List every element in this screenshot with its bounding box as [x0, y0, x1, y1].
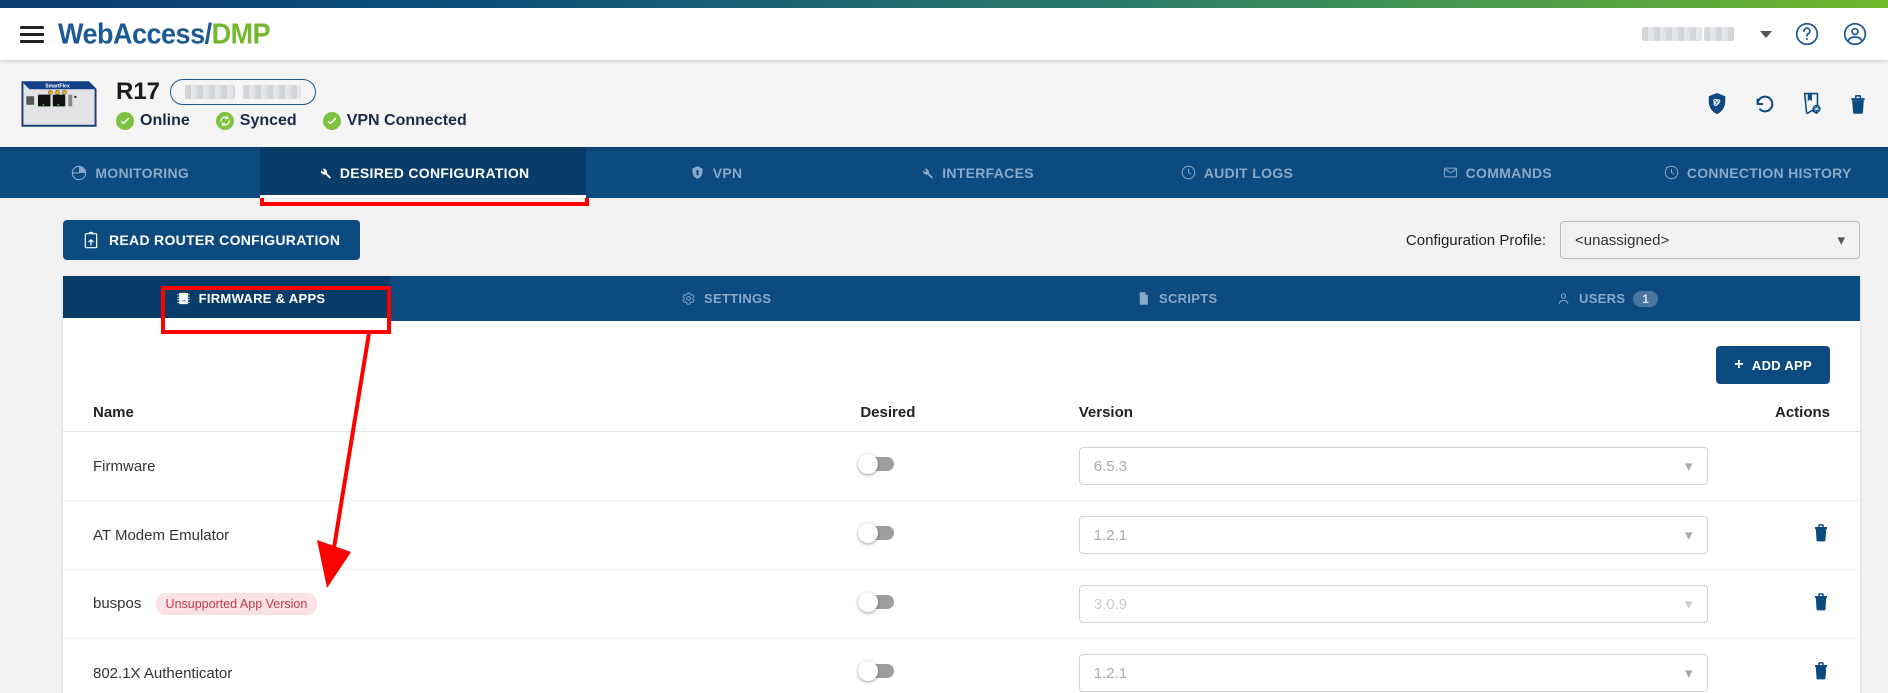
- svg-text:SmartFlex: SmartFlex: [45, 83, 70, 89]
